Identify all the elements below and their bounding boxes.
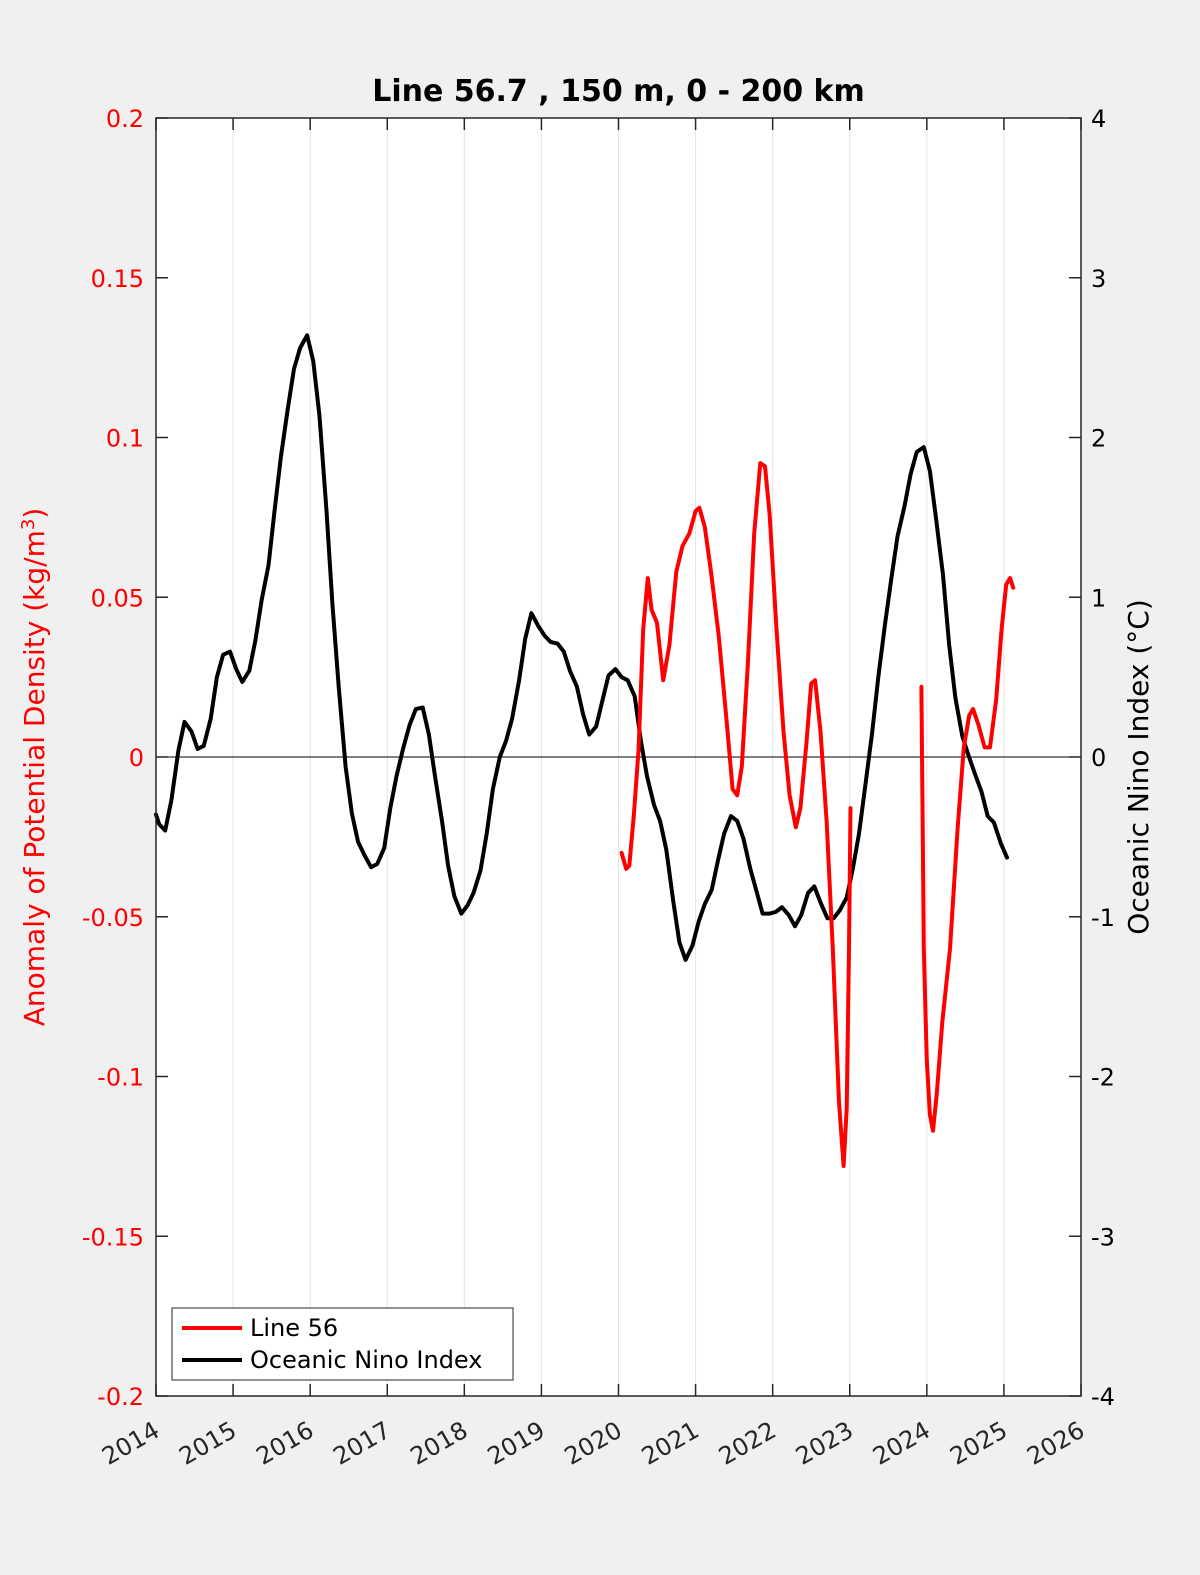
legend: Line 56 Oceanic Nino Index <box>171 1307 514 1381</box>
y-right-tick-label: 0 <box>1091 744 1106 772</box>
y-right-tick-label: -3 <box>1091 1223 1115 1251</box>
y-left-tick-label: 0 <box>129 744 144 772</box>
legend-label-line-56: Line 56 <box>250 1314 338 1342</box>
chart-title: Line 56.7 , 150 m, 0 - 200 km <box>372 74 865 109</box>
y-axis-left-label-end: ) <box>18 508 51 519</box>
ticks <box>155 117 1082 1397</box>
y-right-tick-label: 1 <box>1091 584 1106 612</box>
y-axis-right-label: Oceanic Nino Index (°C) <box>1122 599 1155 935</box>
series-oceanic-nino-index <box>154 333 1009 962</box>
y-left-tick-label: 0.05 <box>91 584 144 612</box>
y-left-tick-label: -0.05 <box>82 904 144 932</box>
y-right-tick-label: -1 <box>1091 904 1115 932</box>
legend-box <box>171 1307 514 1381</box>
y-axis-left-label-superscript: 3 <box>18 519 39 530</box>
y-left-tick-label: -0.2 <box>97 1383 144 1411</box>
series-layer <box>154 333 1016 1168</box>
y-left-tick-label: -0.1 <box>97 1064 144 1092</box>
series-line-56 <box>619 461 853 1168</box>
y-left-tick-label: 0.1 <box>106 425 144 453</box>
y-right-tick-label: 3 <box>1091 265 1106 293</box>
y-left-tick-label: 0.2 <box>106 105 144 133</box>
series-line-56 <box>919 576 1016 1133</box>
y-axis-left-label: Anomaly of Potential Density (kg/m3) <box>18 508 52 1027</box>
tick-labels: 2014 2015 2016 2017 2018 2019 2020 2021 2022 2023… <box>82 105 1115 1471</box>
y-right-tick-label: -4 <box>1091 1383 1115 1411</box>
y-axis-left-label-main: Anomaly of Potential Density (kg/m <box>18 530 51 1026</box>
y-right-tick-label: -2 <box>1091 1064 1115 1092</box>
y-left-tick-label: -0.15 <box>82 1223 144 1251</box>
y-left-tick-label: 0.15 <box>91 265 144 293</box>
legend-label-oni: Oceanic Nino Index <box>250 1346 482 1374</box>
y-right-tick-label: 2 <box>1091 425 1106 453</box>
y-right-tick-label: 4 <box>1091 105 1106 133</box>
